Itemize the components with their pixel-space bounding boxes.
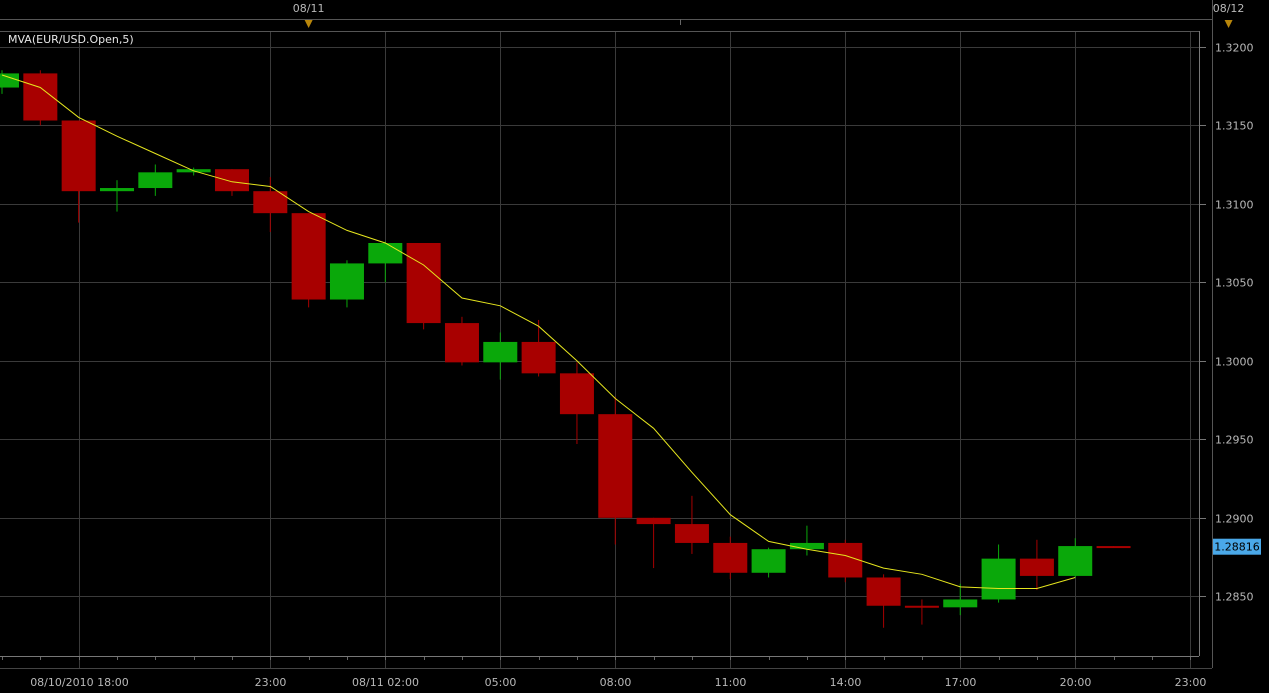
- candle-body-down: [1096, 546, 1131, 549]
- candle-body-down: [253, 191, 288, 214]
- candle-body-down: [406, 242, 441, 324]
- candle-body-down: [598, 414, 633, 518]
- candle-body-up: [751, 549, 786, 573]
- candle: [751, 547, 786, 578]
- candle-body-up: [789, 542, 824, 550]
- candle-body-down: [866, 577, 901, 606]
- candle: [329, 260, 364, 308]
- candle-body-down: [904, 605, 939, 608]
- candle: [674, 495, 709, 554]
- date-marker-label: 08/12: [1213, 2, 1245, 15]
- time-tick-label: 11:00: [715, 676, 747, 689]
- candle-body-up: [1058, 546, 1093, 576]
- date-marker-label: 08/11: [293, 2, 325, 15]
- candle-body-down: [828, 542, 863, 578]
- time-tick-label: 05:00: [485, 676, 517, 689]
- price-tick-label: 1.3150: [1215, 120, 1254, 133]
- candle: [61, 120, 96, 223]
- candle: [483, 332, 518, 380]
- candle: [1058, 538, 1093, 578]
- price-tick-label: 1.3100: [1215, 199, 1254, 212]
- candle: [1019, 539, 1054, 591]
- candle-body-up: [99, 188, 134, 192]
- candle: [23, 70, 58, 126]
- candle-body-up: [368, 242, 403, 264]
- time-tick-label: 08/10/2010 18:00: [30, 676, 129, 689]
- last-price-tag: [1213, 538, 1261, 555]
- candle-body-up: [943, 599, 978, 608]
- candle-body-up: [329, 263, 364, 300]
- study-label: MVA(EUR/USD.Open,5): [8, 33, 134, 46]
- candle-body-down: [1019, 558, 1054, 576]
- candle: [598, 396, 633, 545]
- time-tick-label: 17:00: [945, 676, 977, 689]
- price-tick-label: 1.3050: [1215, 277, 1254, 290]
- candle-body-down: [521, 341, 556, 374]
- candle: [943, 583, 978, 616]
- candle-body-down: [674, 524, 709, 543]
- time-tick-label: 20:00: [1060, 676, 1092, 689]
- moving-average: [1, 74, 1076, 589]
- candle: [981, 544, 1016, 603]
- candle-body-down: [444, 323, 479, 363]
- candle-body-down: [291, 213, 326, 300]
- candles: [0, 70, 1131, 628]
- time-tick-label: 23:00: [1175, 676, 1207, 689]
- price-tick-label: 1.3200: [1215, 42, 1254, 55]
- candle: [1096, 546, 1131, 549]
- candle: [904, 599, 939, 625]
- candle: [291, 213, 326, 308]
- candle-body-down: [713, 542, 748, 573]
- candle: [406, 242, 441, 330]
- candle: [866, 574, 901, 628]
- candle: [636, 517, 671, 569]
- candle-body-down: [214, 169, 249, 192]
- candle: [138, 164, 173, 196]
- candle: [99, 180, 134, 212]
- time-tick-label: 08/11 02:00: [352, 676, 419, 689]
- candle: [559, 362, 594, 445]
- candle-body-up: [0, 73, 19, 88]
- candle: [444, 316, 479, 366]
- candle-body-up: [138, 172, 173, 189]
- candle: [0, 70, 19, 94]
- time-tick-label: 14:00: [830, 676, 862, 689]
- candle: [789, 525, 824, 556]
- date-marker-triangle: [304, 20, 313, 28]
- time-tick-label: 23:00: [255, 676, 287, 689]
- candle: [521, 319, 556, 377]
- moving-average-line: [1, 74, 1076, 589]
- candle-body-up: [981, 558, 1016, 600]
- price-tick-label: 1.2850: [1215, 591, 1254, 604]
- candle: [214, 169, 249, 196]
- candle-body-down: [636, 517, 671, 525]
- candle-body-down: [559, 373, 594, 415]
- candle-body-down: [61, 120, 96, 192]
- price-tick-label: 1.2900: [1215, 513, 1254, 526]
- price-tick-label: 1.3000: [1215, 356, 1254, 369]
- last-price-tag-label: 1.28816: [1214, 541, 1260, 554]
- time-tick-label: 08:00: [600, 676, 632, 689]
- candle: [713, 536, 748, 580]
- last-price-tag-group: 1.28816: [1213, 538, 1261, 555]
- candle: [828, 539, 863, 583]
- candle-body-up: [483, 341, 518, 363]
- price-tick-label: 1.2950: [1215, 434, 1254, 447]
- date-marker-triangle: [1224, 20, 1233, 28]
